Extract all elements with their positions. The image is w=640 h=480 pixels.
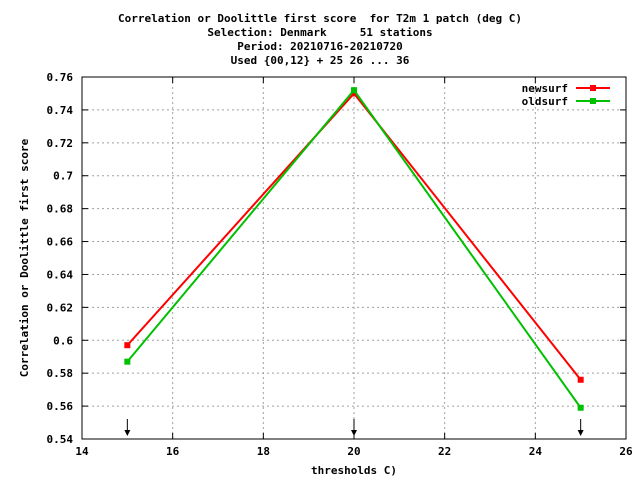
threshold-arrow-head [351,430,357,436]
data-point [351,87,357,94]
y-axis-ticks: 0.54 0.56 0.58 0.6 0.62 0.64 0.66 0.68 0.7 0.72 0.… [47,71,626,446]
y-tick-label: 0.6 [53,334,73,347]
data-point [124,342,131,349]
legend-marker [590,85,596,91]
data-point [577,404,584,411]
series-line [126,91,582,381]
y-tick-label: 0.58 [47,367,74,380]
x-axis-label: thresholds C) [311,464,397,477]
y-tick-label: 0.54 [47,433,74,446]
threshold-arrow [124,419,131,436]
series [124,87,584,411]
y-tick-label: 0.66 [47,236,74,249]
y-tick-label: 0.64 [47,268,74,281]
legend-marker [590,98,596,104]
y-tick-label: 0.68 [47,203,74,216]
x-axis-ticks: 14 16 18 20 22 24 26 [75,77,633,458]
legend-label: oldsurf [522,95,568,108]
threshold-arrow-head [577,430,584,436]
y-tick-label: 0.56 [47,400,74,413]
y-tick-label: 0.72 [47,137,74,150]
title-line: Period: 20210716-20210720 [237,40,403,53]
data-point [351,90,357,97]
x-tick-label: 18 [257,445,270,458]
title-line: Correlation or Doolittle first score for… [118,12,522,25]
y-tick-label: 0.74 [47,104,74,117]
title-line: Used {00,12} + 25 26 ... 36 [231,54,410,67]
series-oldsurf [124,87,584,411]
x-tick-label: 24 [529,445,543,458]
chart-title: Correlation or Doolittle first score for… [118,12,522,67]
x-tick-label: 20 [347,445,360,458]
grid [82,77,626,439]
y-tick-label: 0.62 [47,301,74,314]
y-axis-label: Correlation or Doolittle first score [18,138,31,377]
x-tick-label: 14 [75,445,89,458]
x-tick-label: 16 [166,445,180,458]
legend-label: newsurf [522,82,568,95]
threshold-markers [124,419,584,436]
threshold-arrow-head [124,430,131,436]
legend-entry-oldsurf: oldsurf [522,95,610,108]
data-point [124,358,131,365]
legend-entry-newsurf: newsurf [522,82,610,95]
threshold-arrow [351,419,357,436]
threshold-arrow [577,419,584,436]
y-tick-label: 0.76 [47,71,74,84]
series-newsurf [124,90,584,383]
data-point [577,376,584,383]
title-line: Selection: Denmark 51 stations [207,26,432,39]
y-tick-label: 0.7 [53,170,73,183]
x-tick-label: 26 [619,445,633,458]
x-tick-label: 22 [438,445,451,458]
